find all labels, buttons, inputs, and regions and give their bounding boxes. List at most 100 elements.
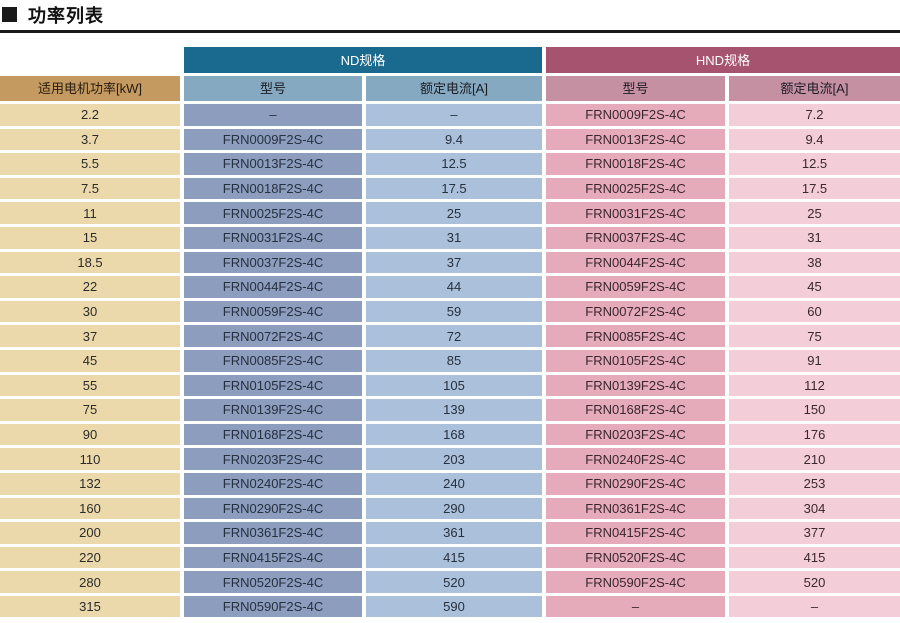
nd-model-cell: FRN0031F2S-4C xyxy=(184,226,362,249)
nd-current-cell: 415 xyxy=(366,546,542,569)
hnd-current-cell: 253 xyxy=(729,472,900,495)
hnd-current-cell: 31 xyxy=(729,226,900,249)
motor-power-cell: 220 xyxy=(0,546,180,569)
nd-current-cell: 85 xyxy=(366,349,542,372)
hnd-model-cell: FRN0031F2S-4C xyxy=(546,202,725,224)
hnd-current-cell: 12.5 xyxy=(729,153,900,175)
hnd-current-cell: 91 xyxy=(729,349,900,372)
hnd-model-cell: FRN0025F2S-4C xyxy=(546,177,725,200)
nd-model-cell: FRN0059F2S-4C xyxy=(184,300,362,323)
nd-model-cell: FRN0168F2S-4C xyxy=(184,423,362,446)
nd-model-cell: – xyxy=(184,104,362,126)
motor-power-cell: 90 xyxy=(0,423,180,446)
motor-power-cell: 315 xyxy=(0,595,180,618)
hnd-model-cell: FRN0018F2S-4C xyxy=(546,153,725,175)
hnd-current-cell: 210 xyxy=(729,448,900,470)
motor-power-cell: 160 xyxy=(0,497,180,520)
section-title-text: 功率列表 xyxy=(28,5,104,26)
hnd-model-cell: FRN0290F2S-4C xyxy=(546,472,725,495)
motor-power-cell: 18.5 xyxy=(0,251,180,274)
hnd-model-cell: FRN0059F2S-4C xyxy=(546,276,725,298)
nd-current-cell: 17.5 xyxy=(366,177,542,200)
nd-group-header: ND规格 xyxy=(184,47,542,73)
motor-power-cell: 75 xyxy=(0,399,180,421)
nd-current-cell: 290 xyxy=(366,497,542,520)
motor-power-cell: 55 xyxy=(0,374,180,397)
motor-power-cell: 132 xyxy=(0,472,180,495)
nd-model-cell: FRN0361F2S-4C xyxy=(184,522,362,544)
section-title: 功率列表 xyxy=(0,0,900,26)
nd-current-cell: 59 xyxy=(366,300,542,323)
hnd-current-cell: 17.5 xyxy=(729,177,900,200)
nd-model-cell: FRN0013F2S-4C xyxy=(184,153,362,175)
nd-current-column-header: 额定电流[A] xyxy=(366,76,542,101)
nd-current-cell: 240 xyxy=(366,472,542,495)
hnd-current-cell: 45 xyxy=(729,276,900,298)
hnd-model-cell: FRN0520F2S-4C xyxy=(546,546,725,569)
hnd-model-cell: FRN0240F2S-4C xyxy=(546,448,725,470)
motor-power-cell: 7.5 xyxy=(0,177,180,200)
motor-power-cell: 280 xyxy=(0,571,180,593)
hnd-group-header: HND规格 xyxy=(546,47,900,73)
hnd-model-cell: FRN0085F2S-4C xyxy=(546,325,725,347)
nd-current-cell: 37 xyxy=(366,251,542,274)
hnd-model-cell: FRN0168F2S-4C xyxy=(546,399,725,421)
hnd-current-cell: 7.2 xyxy=(729,104,900,126)
nd-model-cell: FRN0037F2S-4C xyxy=(184,251,362,274)
hnd-model-cell: FRN0139F2S-4C xyxy=(546,374,725,397)
motor-power-cell: 30 xyxy=(0,300,180,323)
motor-power-cell: 110 xyxy=(0,448,180,470)
hnd-current-cell: 9.4 xyxy=(729,128,900,151)
hnd-current-cell: – xyxy=(729,595,900,618)
nd-current-cell: 520 xyxy=(366,571,542,593)
nd-model-cell: FRN0290F2S-4C xyxy=(184,497,362,520)
hnd-model-cell: FRN0009F2S-4C xyxy=(546,104,725,126)
motor-power-cell: 3.7 xyxy=(0,128,180,151)
nd-model-cell: FRN0044F2S-4C xyxy=(184,276,362,298)
hnd-model-cell: FRN0203F2S-4C xyxy=(546,423,725,446)
hnd-current-cell: 520 xyxy=(729,571,900,593)
hnd-model-cell: FRN0013F2S-4C xyxy=(546,128,725,151)
nd-current-cell: 72 xyxy=(366,325,542,347)
nd-model-cell: FRN0025F2S-4C xyxy=(184,202,362,224)
motor-power-cell: 200 xyxy=(0,522,180,544)
section-bullet-icon xyxy=(2,7,17,22)
hnd-model-cell: FRN0037F2S-4C xyxy=(546,226,725,249)
hnd-model-cell: FRN0361F2S-4C xyxy=(546,497,725,520)
nd-current-cell: 590 xyxy=(366,595,542,618)
hnd-model-column-header: 型号 xyxy=(546,76,725,101)
nd-current-cell: 361 xyxy=(366,522,542,544)
nd-model-column-header: 型号 xyxy=(184,76,362,101)
nd-current-cell: 9.4 xyxy=(366,128,542,151)
nd-model-cell: FRN0139F2S-4C xyxy=(184,399,362,421)
nd-current-cell: 25 xyxy=(366,202,542,224)
hnd-current-cell: 415 xyxy=(729,546,900,569)
motor-power-cell: 45 xyxy=(0,349,180,372)
nd-model-cell: FRN0520F2S-4C xyxy=(184,571,362,593)
motor-power-cell: 22 xyxy=(0,276,180,298)
nd-current-cell: 12.5 xyxy=(366,153,542,175)
hnd-model-cell: FRN0044F2S-4C xyxy=(546,251,725,274)
hnd-model-cell: FRN0072F2S-4C xyxy=(546,300,725,323)
hnd-model-cell: FRN0105F2S-4C xyxy=(546,349,725,372)
hnd-current-cell: 304 xyxy=(729,497,900,520)
motor-power-cell: 2.2 xyxy=(0,104,180,126)
nd-current-cell: 168 xyxy=(366,423,542,446)
nd-current-cell: 139 xyxy=(366,399,542,421)
hnd-current-cell: 60 xyxy=(729,300,900,323)
motor-power-cell: 37 xyxy=(0,325,180,347)
hnd-current-cell: 176 xyxy=(729,423,900,446)
nd-model-cell: FRN0105F2S-4C xyxy=(184,374,362,397)
hnd-current-cell: 38 xyxy=(729,251,900,274)
hnd-model-cell: FRN0415F2S-4C xyxy=(546,522,725,544)
nd-model-cell: FRN0415F2S-4C xyxy=(184,546,362,569)
nd-model-cell: FRN0590F2S-4C xyxy=(184,595,362,618)
motor-power-cell: 15 xyxy=(0,226,180,249)
nd-current-cell: 44 xyxy=(366,276,542,298)
nd-current-cell: 203 xyxy=(366,448,542,470)
hnd-current-cell: 150 xyxy=(729,399,900,421)
nd-model-cell: FRN0072F2S-4C xyxy=(184,325,362,347)
motor-power-cell: 11 xyxy=(0,202,180,224)
hnd-current-cell: 112 xyxy=(729,374,900,397)
